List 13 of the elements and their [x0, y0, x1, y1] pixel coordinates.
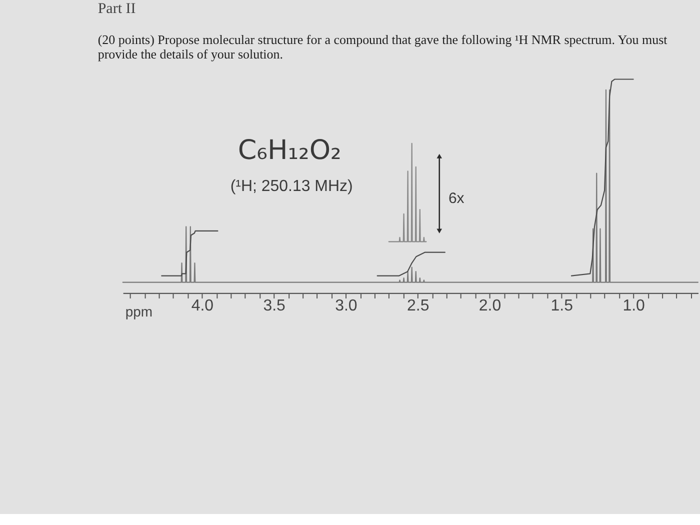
chart-subtitle: (20 points) Propose molecular structure for a compound that gave the following ¹H NMR spectrum. You must provide the details of your solution. [98, 32, 668, 62]
x-tick-label: 3.0 [335, 297, 358, 314]
annotation: 6x [448, 190, 465, 208]
annotation: (¹H; 250.13 MHz) [230, 178, 353, 196]
chart-title: Part II [98, 0, 136, 17]
x-tick-label: 2.5 [407, 297, 430, 314]
x-tick-label: 1.0 [622, 297, 646, 314]
x-tick-label: 2.0 [478, 297, 502, 314]
annotation: C₆H₁₂O₂ [238, 135, 342, 166]
x-tick-label: 1.5 [550, 297, 574, 314]
x-tick-label: 4.0 [191, 297, 214, 314]
x-tick-label: 3.5 [263, 297, 286, 314]
x-axis-title: ppm [125, 303, 153, 320]
